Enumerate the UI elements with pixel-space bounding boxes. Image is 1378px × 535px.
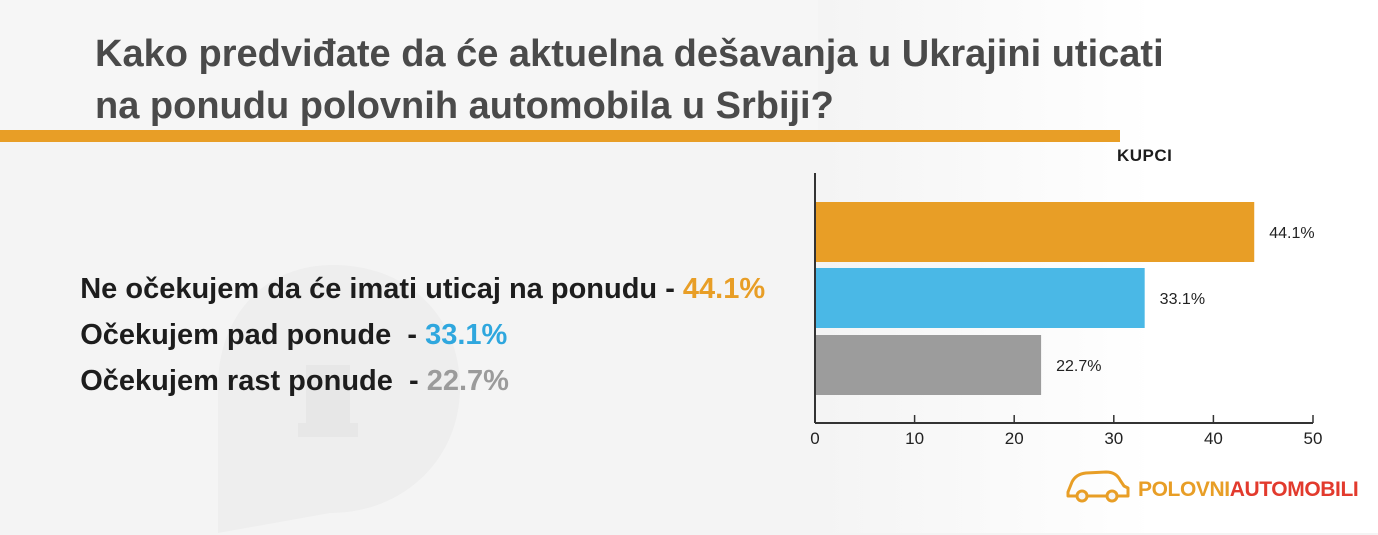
x-tick-label: 0	[810, 429, 819, 448]
x-tick-label: 50	[1304, 429, 1323, 448]
answer-list: Ne očekujem da će imati uticaj na ponudu…	[48, 220, 765, 397]
x-tick-label: 10	[905, 429, 924, 448]
page-title: Kako predviđate da će aktuelna dešavanja…	[95, 33, 1164, 127]
brand-name-part1: POLOVNI	[1138, 478, 1230, 501]
title-underline	[0, 130, 1120, 142]
data-label: 22.7%	[1056, 358, 1101, 375]
answer-text: Ne očekujem da će imati uticaj na ponudu…	[80, 273, 683, 305]
info-watermark-icon	[218, 265, 460, 533]
brand-logo: POLOVNIAUTOMOBILI	[1062, 462, 1359, 510]
answer-item: Očekujem pad ponude - 33.1%	[48, 266, 765, 351]
bar	[815, 335, 1042, 395]
answer-item: Očekujem rast ponude - 22.7%	[48, 312, 765, 397]
car-logo-icon	[1066, 470, 1130, 503]
bar	[815, 202, 1255, 262]
answer-text: Očekujem pad ponude -	[80, 319, 426, 351]
chart-title: KUPCI	[1117, 146, 1173, 165]
answer-text: Očekujem rast ponude -	[80, 365, 427, 397]
answer-percent: 22.7%	[426, 365, 509, 397]
x-tick-label: 30	[1104, 429, 1123, 448]
data-label: 44.1%	[1269, 225, 1314, 242]
bar	[815, 268, 1145, 328]
brand-name: POLOVNIAUTOMOBILI	[1138, 478, 1359, 502]
x-tick-label: 20	[1005, 429, 1024, 448]
brand-name-part2: AUTOMOBILI	[1229, 478, 1359, 501]
data-label: 33.1%	[1160, 291, 1205, 308]
answer-item: Ne očekujem da će imati uticaj na ponudu…	[48, 220, 765, 305]
x-tick-label: 40	[1204, 429, 1223, 448]
chart-background	[818, 0, 1378, 533]
answer-percent: 44.1%	[682, 273, 766, 305]
answer-percent: 33.1%	[425, 319, 508, 351]
